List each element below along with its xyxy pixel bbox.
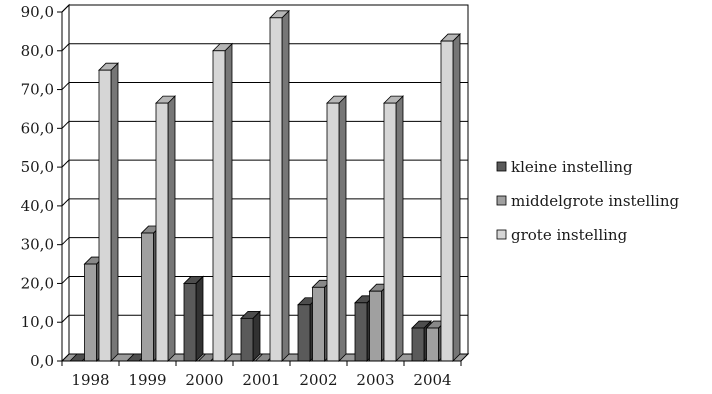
bar-side	[452, 33, 461, 362]
bar-front	[411, 327, 425, 362]
bar-side	[395, 95, 404, 362]
side-wall	[61, 3, 70, 363]
x-tick-label: 1998	[71, 371, 109, 389]
bar-front	[369, 290, 382, 362]
bar-front	[98, 69, 112, 362]
gridline-side	[61, 43, 70, 52]
bar	[98, 62, 119, 362]
bars	[69, 9, 461, 362]
gridline-side	[61, 82, 70, 90]
y-tick-label: 30,0	[21, 236, 54, 254]
bar	[212, 42, 233, 362]
legend: kleine instelling middelgrote instelling g…	[496, 158, 679, 244]
bar-front	[212, 50, 226, 362]
bar-front	[383, 102, 397, 362]
bar	[183, 275, 204, 362]
bar-front	[297, 304, 311, 362]
gridline-side	[61, 120, 70, 129]
bar-front	[141, 232, 154, 362]
back-wall	[68, 4, 469, 355]
x-tick-label: 2000	[185, 371, 223, 389]
bar-side	[195, 275, 204, 362]
bar-side	[224, 42, 233, 362]
legend-swatch	[496, 195, 507, 206]
bar-front	[155, 102, 169, 362]
y-tick-label: 90,0	[21, 3, 54, 21]
legend-item: middelgrote instelling	[496, 192, 679, 210]
bar-side	[167, 95, 176, 362]
x-tick-label: 2004	[413, 371, 451, 389]
bar-front	[240, 317, 254, 362]
x-tick-label: 2001	[242, 371, 280, 389]
y-tick-label: 20,0	[21, 274, 54, 292]
legend-swatch	[496, 229, 507, 240]
bar	[269, 9, 290, 362]
gridline-side	[61, 314, 70, 323]
legend-label: kleine instelling	[511, 158, 633, 176]
y-tick-label: 40,0	[21, 197, 54, 215]
legend-label: grote instelling	[511, 226, 628, 244]
bar-front	[354, 302, 368, 362]
bar-side	[281, 9, 290, 362]
gridline-side	[61, 4, 70, 13]
bar-front	[84, 263, 97, 362]
bar	[240, 310, 261, 362]
y-tick-label: 0,0	[30, 352, 54, 370]
bar	[155, 95, 176, 362]
bar	[326, 95, 347, 362]
gridline-side	[61, 276, 70, 284]
legend-swatch	[496, 161, 507, 172]
x-tick-label: 2002	[299, 371, 337, 389]
bar-front	[440, 40, 454, 362]
y-axis: 0,0 10,0 20,0 30,0 40,0 50,0 60,0 70,0 80,0 90,0	[21, 3, 63, 370]
x-axis: 1998 1999 2000 2001 2002 2003 2004	[61, 360, 462, 389]
y-tick-label: 10,0	[21, 313, 54, 331]
gridline-side	[61, 237, 70, 246]
bar	[440, 33, 461, 362]
bar-side	[110, 62, 119, 362]
y-tick-label: 60,0	[21, 119, 54, 137]
bar-side	[338, 95, 347, 362]
bar-front	[312, 286, 325, 362]
bar-front	[269, 17, 283, 362]
legend-item: grote instelling	[496, 226, 628, 244]
bar-front	[426, 327, 439, 362]
bar-front	[183, 283, 197, 362]
x-tick-label: 1999	[128, 371, 166, 389]
bar-front	[326, 102, 340, 362]
bar	[383, 95, 404, 362]
x-tick-label: 2003	[356, 371, 394, 389]
bar-side	[252, 310, 261, 362]
gridline-side	[61, 159, 70, 168]
legend-label: middelgrote instelling	[511, 192, 679, 210]
y-tick-label: 80,0	[21, 42, 54, 60]
plot-frame	[60, 3, 470, 363]
legend-item: kleine instelling	[496, 158, 633, 176]
gridline-side	[61, 198, 70, 207]
y-tick-label: 50,0	[21, 158, 54, 176]
y-tick-label: 70,0	[21, 81, 54, 99]
